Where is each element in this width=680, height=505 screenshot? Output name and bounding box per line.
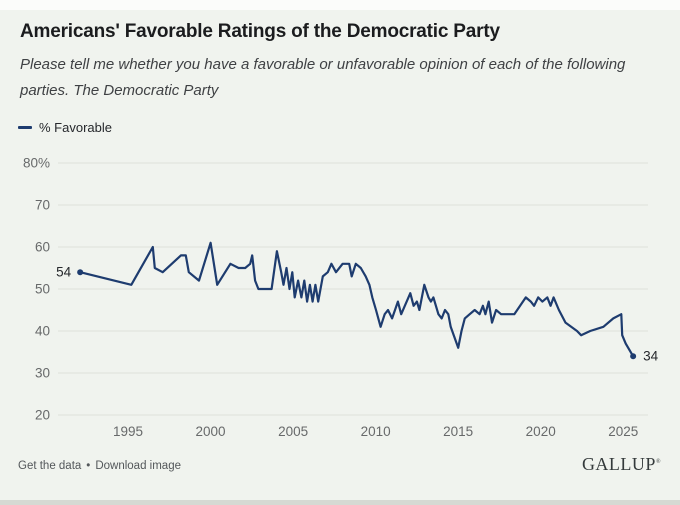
legend-label: % Favorable: [39, 120, 112, 135]
gallup-logo[interactable]: GALLUP®: [581, 454, 661, 474]
x-tick-label-2020: 2020: [526, 424, 556, 439]
x-tick-label-1995: 1995: [113, 424, 143, 439]
footer-links: Get the data • Download image: [18, 460, 181, 472]
y-tick-label-50: 50: [35, 282, 50, 297]
x-tick-label-2025: 2025: [608, 424, 638, 439]
y-tick-label-20: 20: [35, 408, 50, 423]
page-title: Americans' Favorable Ratings of the Demo…: [20, 21, 500, 42]
y-tick-label-30: 30: [35, 366, 50, 381]
y-tick-label-80: 80%: [23, 156, 50, 171]
x-tick-label-2005: 2005: [278, 424, 308, 439]
y-tick-label-60: 60: [35, 240, 50, 255]
x-tick-label-2010: 2010: [361, 424, 391, 439]
gallup-chart-panel: Americans' Favorable Ratings of the Demo…: [0, 10, 680, 505]
favorability-chart-svg: 80% 70 60 50 40 30 20 1995 2000 2005 2010 2015 2020 2…: [23, 156, 659, 440]
bullet-separator: •: [86, 460, 91, 472]
registered-mark: ®: [655, 459, 661, 465]
download-image-link[interactable]: Download image: [95, 460, 181, 472]
favorability-chart: 80% 70 60 50 40 30 20 1995 2000 2005 2010 2015 2020 2…: [0, 148, 680, 448]
y-tick-label-40: 40: [35, 324, 50, 339]
favorable-line: [79, 241, 635, 358]
survey-question-subtitle: Please tell me whether you have a favora…: [20, 56, 626, 99]
point-marker-54: [77, 269, 84, 276]
x-tick-label-2000: 2000: [196, 424, 226, 439]
line-swatch-icon: [18, 126, 32, 129]
point-label-54: 54: [56, 265, 72, 280]
x-tick-label-2015: 2015: [443, 424, 473, 439]
get-the-data-link[interactable]: Get the data: [18, 460, 82, 472]
point-label-34: 34: [643, 349, 659, 364]
y-tick-label-70: 70: [35, 198, 50, 213]
point-marker-34: [630, 353, 637, 360]
chart-legend: % Favorable: [18, 120, 112, 135]
